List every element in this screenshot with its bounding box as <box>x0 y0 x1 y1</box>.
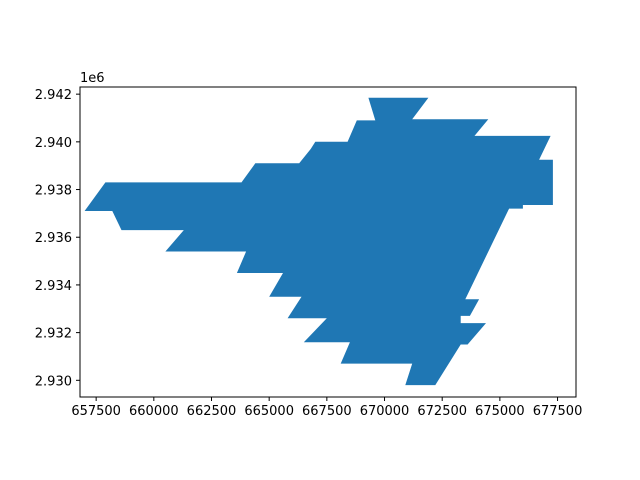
x-tick-label: 672500 <box>417 404 467 419</box>
y-tick-label: 2.942 <box>35 88 72 103</box>
y-tick-label: 2.936 <box>35 231 72 246</box>
y-axis: 2.930 2.932 2.934 2.936 2.938 2.940 2.942 <box>35 88 80 389</box>
y-axis-offset-label: 1e6 <box>80 71 105 86</box>
polygon-area-0 <box>84 97 553 386</box>
x-tick-label: 665000 <box>244 404 294 419</box>
x-tick-label: 675000 <box>475 404 525 419</box>
x-tick-label: 662500 <box>187 404 237 419</box>
x-tick-label: 657500 <box>71 404 121 419</box>
plot-area <box>84 97 553 386</box>
y-tick-label: 2.940 <box>35 136 72 151</box>
y-tick-label: 2.930 <box>35 374 72 389</box>
x-tick-label: 677500 <box>533 404 583 419</box>
x-axis: 657500 660000 662500 665000 667500 670000 6725… <box>71 397 582 419</box>
x-tick-label: 667500 <box>302 404 352 419</box>
y-tick-label: 2.938 <box>35 184 72 199</box>
x-tick-label: 670000 <box>360 404 410 419</box>
y-tick-label: 2.932 <box>35 327 72 342</box>
y-tick-label: 2.934 <box>35 279 72 294</box>
x-tick-label: 660000 <box>129 404 179 419</box>
axes-frame <box>79 86 577 398</box>
